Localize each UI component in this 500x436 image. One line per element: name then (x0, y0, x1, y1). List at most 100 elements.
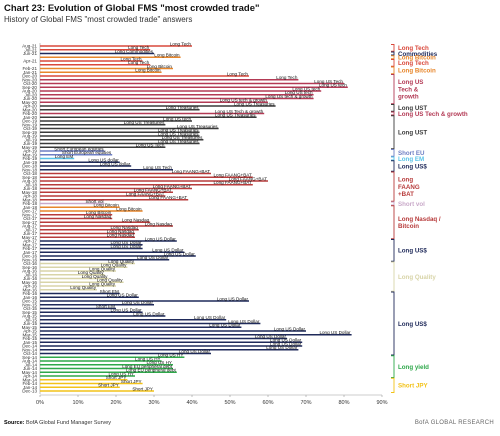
bar-label: Long Nasdaq (122, 218, 150, 223)
y-tick-label: Oct-15 (23, 306, 37, 311)
y-tick-label: Dec-15 (22, 299, 37, 304)
group-label: Long Tech (398, 45, 429, 52)
y-tick-label: Jan-18 (23, 205, 37, 210)
group-bracket (391, 377, 395, 393)
group-label: Long EM (398, 156, 424, 163)
group-bracket (391, 201, 395, 206)
x-tick-label: 10% (72, 400, 83, 406)
y-tick-label: Oct-19 (23, 126, 37, 131)
y-tick-label: Jan-16 (23, 295, 37, 300)
bar-label: Long US Dollar (194, 315, 226, 320)
bar-label: Long US Tech (136, 143, 165, 148)
bar-label: Long US Dollar (164, 251, 196, 256)
y-tick-label: Jul-19 (24, 137, 37, 142)
y-tick-label: Jan-15 (23, 340, 37, 345)
group-bracket (391, 239, 395, 262)
group-label: Long UST (398, 130, 427, 137)
bar-label: Short European equities (62, 150, 112, 155)
y-tick-label: Jun-14 (23, 366, 37, 371)
bar-label: Long Bitcoin (116, 206, 142, 211)
bar-label: Long FAANG+BAT (229, 176, 268, 181)
y-tick-label: Mar-16 (22, 287, 37, 292)
y-tick-label: Oct-18 (23, 171, 37, 176)
bar-label: Short European equities (54, 146, 104, 151)
bar-label: Long Tech (227, 71, 249, 76)
group-label: Long US Tech & growth (398, 111, 468, 118)
group-bracket (391, 111, 395, 116)
bar-label: Long US Dollar (122, 300, 154, 305)
y-tick-label: Sep-20 (22, 85, 37, 90)
group-label: Short EU (398, 150, 425, 157)
bar-label: Long US Treasuries (124, 120, 165, 125)
y-tick-label: Jul-17 (24, 227, 37, 232)
bar-label: Long FAANG+BAT (126, 191, 165, 196)
x-tick-label: 0% (36, 400, 44, 406)
bar-label: Long US Tech (314, 79, 343, 84)
y-tick-label: May-18 (22, 190, 38, 195)
bar-label: Long FAANG+BAT (134, 188, 173, 193)
y-tick-label: Aug-18 (22, 179, 37, 184)
y-tick-label: Sep-14 (22, 355, 37, 360)
bar-label: Long Tech (170, 41, 192, 46)
bar-label: Long US Dollar (110, 244, 142, 249)
bar-label: Long US dollar (100, 161, 131, 166)
y-tick-label: Nov-19 (22, 122, 37, 127)
y-tick-label: Feb-15 (22, 336, 37, 341)
y-tick-label: Sep-19 (22, 130, 37, 135)
bar-label: Long US Dollar (137, 255, 169, 260)
y-tick-label: Mar-18 (22, 197, 37, 202)
y-tick-label: Apr-21 (23, 59, 37, 64)
bar-label: Long US Treasuries (234, 101, 275, 106)
y-tick-label: Dec-13 (22, 389, 37, 394)
y-tick-label: May-15 (22, 325, 38, 330)
y-tick-label: Nov-16 (22, 257, 37, 262)
bar-label: Long Nasdaq (84, 214, 112, 219)
y-tick-label: Apr-19 (23, 149, 37, 154)
y-tick-label: Oct-16 (23, 261, 37, 266)
y-tick-label: May-17 (22, 235, 38, 240)
bar-label: Long Nasdaq (107, 229, 135, 234)
y-tick-label: Nov-20 (22, 77, 37, 82)
y-tick-label: Apr-14 (23, 374, 37, 379)
bar-label: Short JPY (98, 383, 119, 388)
bar-label: Long US Dollar (107, 293, 139, 298)
bar-label: Long Commodities (115, 49, 154, 54)
y-tick-label: Jan-20 (23, 115, 37, 120)
bar-label: Long US Treasuries (158, 131, 199, 136)
bar-label: Long US Dollar (110, 308, 142, 313)
y-tick-label: Oct-20 (23, 81, 37, 86)
group-label: Long US$ (398, 321, 427, 328)
group-label: Short JPY (398, 383, 428, 390)
bar-label: Short JPY (132, 386, 153, 391)
group-label: Long FAANG +BAT (398, 177, 420, 198)
y-tick-label: Mar-19 (22, 152, 37, 157)
x-tick-label: 60% (262, 400, 273, 406)
bar-label: Long US Dollar (217, 296, 249, 301)
x-tick-label: 80% (338, 400, 349, 406)
bar-label: Long Nasdaq (145, 221, 173, 226)
bar-label: Long Tech (128, 45, 150, 50)
page-subtitle: History of Global FMS "most crowded trad… (4, 15, 193, 24)
group-bracket (391, 74, 395, 105)
bar-label: Long US Dollar (152, 248, 184, 253)
bar-label: Long FAANG+BAT (213, 180, 252, 185)
x-tick-label: 50% (224, 400, 235, 406)
group-label: Long US Tech & growth (398, 79, 423, 100)
group-label: Long Tech (398, 60, 429, 67)
bar-label: Long Quality (89, 266, 115, 271)
bar-label: Long Quality (97, 278, 123, 283)
group-bracket (391, 171, 395, 202)
y-tick-label: Feb-17 (22, 246, 37, 251)
group-label: Long Nasdaq / Bitcoin (398, 216, 441, 230)
y-tick-label: Nov-15 (22, 302, 37, 307)
x-tick-label: 30% (148, 400, 159, 406)
y-tick-label: Jul-16 (24, 272, 37, 277)
group-bracket (391, 51, 395, 56)
bar-label: Long US Treasuries (158, 128, 199, 133)
y-tick-label: Feb-19 (22, 156, 37, 161)
bar-label: Short JPY (121, 379, 142, 384)
y-tick-label: Sep-18 (22, 175, 37, 180)
page-title: Chart 23: Evolution of Global FMS "most … (4, 3, 260, 14)
bar-label: Long EM (55, 154, 74, 159)
y-tick-label: Aug-16 (22, 269, 37, 274)
